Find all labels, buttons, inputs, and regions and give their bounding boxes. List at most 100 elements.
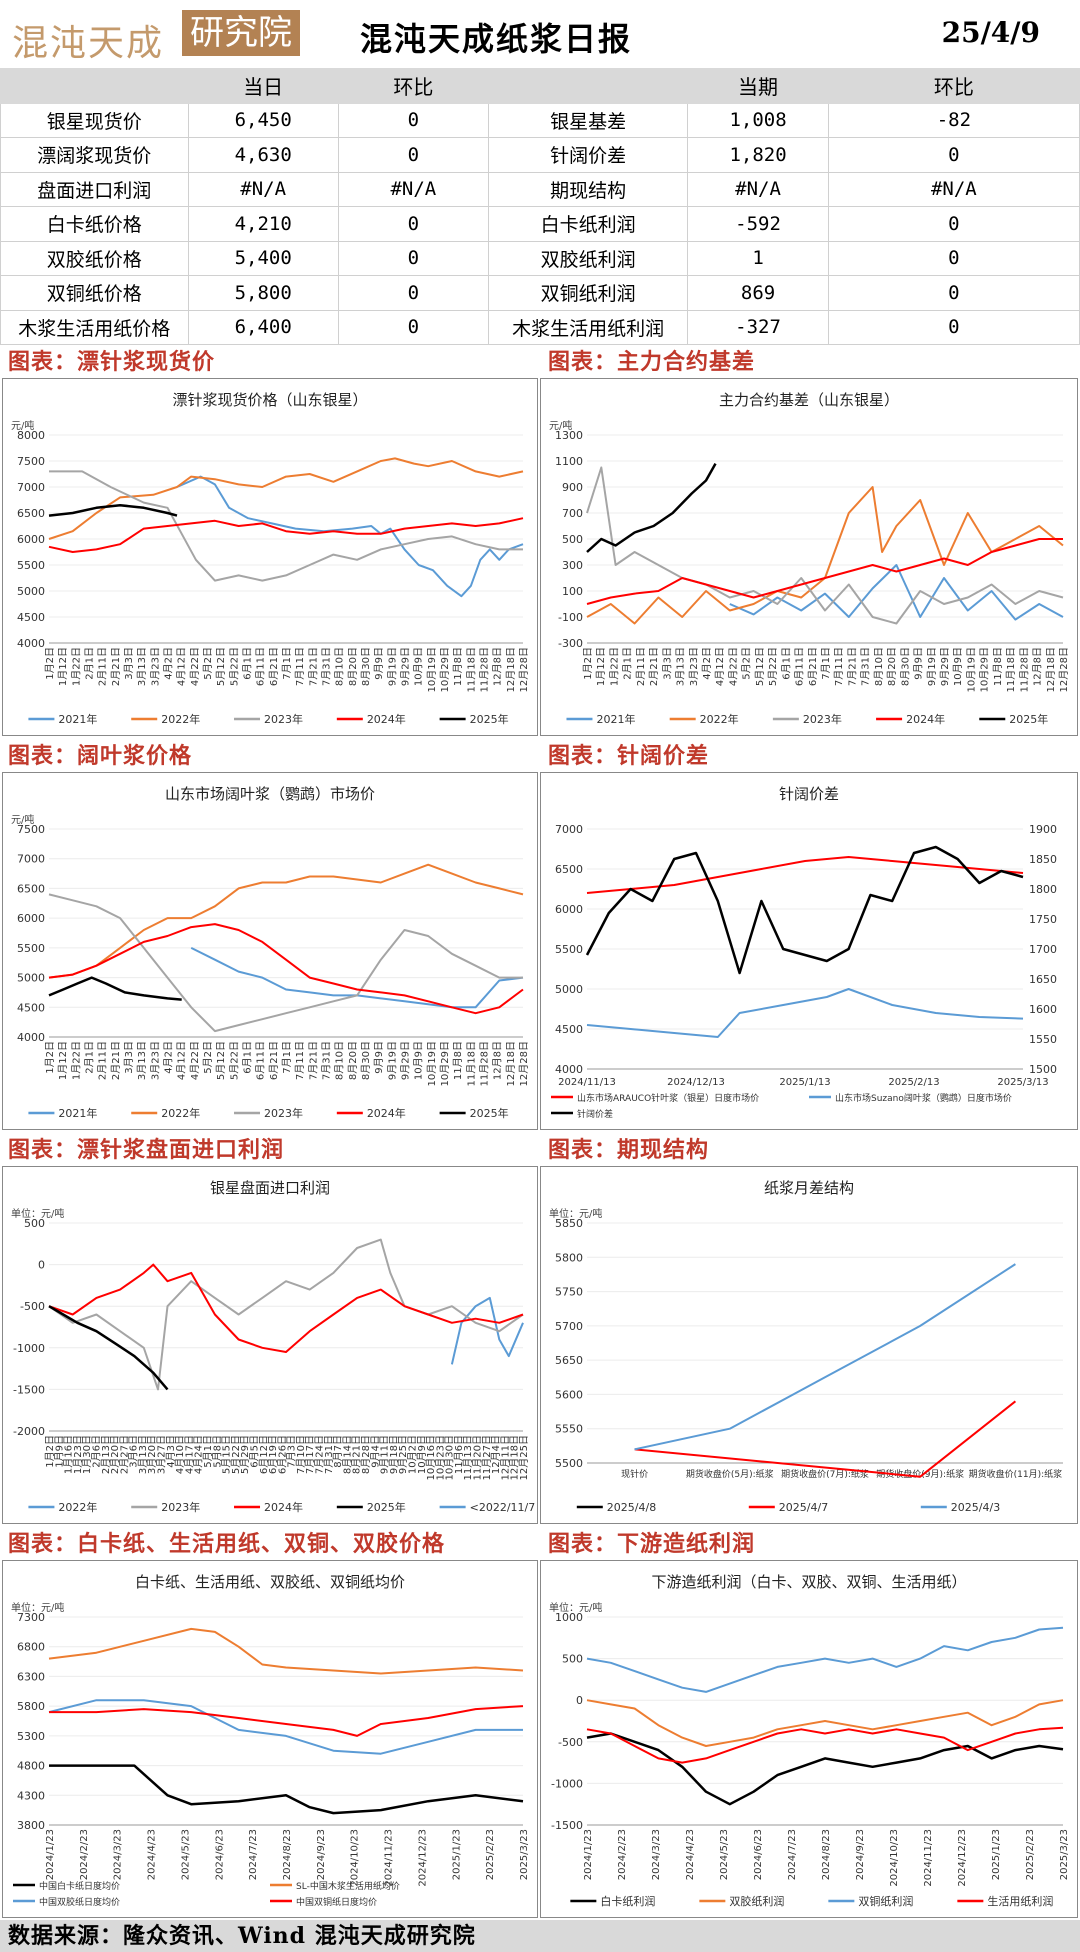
x-tick-label: 2024/8/23	[821, 1829, 832, 1880]
x-tick-label: 2024/12/23	[957, 1829, 968, 1887]
y-tick-label: 5500	[17, 559, 45, 572]
x-tick-label: 5月29日	[239, 1435, 251, 1474]
x-tick-label: 10月30日	[444, 1435, 456, 1480]
x-tick-label: 8月28日	[360, 1435, 372, 1474]
y-tick-label: 4800	[17, 1760, 45, 1773]
legend-label: 2025年	[470, 1106, 509, 1120]
x-tick-label: 11月27日	[481, 1435, 493, 1480]
x-tick-label: 4月2日	[701, 647, 713, 680]
table-cell: 当期	[687, 68, 829, 104]
x-tick-label: 2月6日	[90, 1435, 102, 1468]
chart-panel-c3: 山东市场阔叶浆（鹦鹉）市场价 元/吨 4000 4500 5000 5500 6000 650…	[2, 772, 538, 1130]
x-tick-label: 11月28日	[1018, 647, 1030, 692]
y2-tick-label: 1850	[1029, 853, 1057, 866]
series-line	[586, 538, 1063, 605]
series-line	[176, 475, 524, 598]
y-tick-label: -1500	[13, 1383, 45, 1396]
x-tick-label: 1月12日	[57, 647, 69, 686]
y-tick-label: 5650	[555, 1354, 583, 1367]
table-cell: 0	[337, 137, 489, 173]
y-tick-label: 6500	[17, 507, 45, 520]
legend-label: 2022年	[161, 712, 200, 726]
series-line	[586, 988, 1024, 1038]
x-tick-label: 8月30日	[360, 647, 372, 686]
chart-unit: 单位：元/吨	[549, 1601, 602, 1614]
x-tick-label: 2024/7/23	[787, 1829, 798, 1880]
y-tick-label: 500	[562, 533, 583, 546]
x-tick-label: 5月22日	[230, 1435, 242, 1474]
x-tick-label: 2024/5/23	[180, 1829, 191, 1880]
x-tick-label: 2024/5/23	[719, 1829, 730, 1880]
table-cell: -82	[827, 102, 1080, 138]
x-tick-label: 4月24日	[193, 1435, 205, 1474]
x-tick-label: 2024/8/23	[282, 1829, 293, 1880]
x-tick-label: 9月9日	[373, 1041, 385, 1074]
x-tick-label: 8月21日	[351, 1435, 363, 1474]
x-tick-label: 2024/6/23	[214, 1829, 225, 1880]
legend-label: 山东市场Suzano阔叶浆（鹦鹉）日度市场价	[835, 1092, 1012, 1104]
table-cell: 4,210	[187, 206, 339, 242]
chart-panel-c6: 纸浆月差结构 单位：元/吨 5500 5550 5600 5650 5700 5750 5800…	[540, 1166, 1078, 1524]
y-tick-label: 500	[24, 1217, 45, 1230]
series-line	[48, 923, 524, 1015]
series-line	[48, 976, 182, 1001]
x-tick-label: 12月18日	[505, 1041, 517, 1086]
x-tick-label: 11月18日	[1005, 647, 1017, 692]
legend-label: 白卡纸利润	[600, 1894, 655, 1908]
x-tick-label: 2025/3/23	[1059, 1829, 1070, 1880]
table-header-row: 当日 环比 当期 环比	[0, 68, 1080, 104]
y-tick-label: 4500	[17, 611, 45, 624]
chart-panel-c2: 主力合约基差（山东银星） 元/吨 -300 -100 100 300 500 700 900 11…	[540, 378, 1078, 736]
x-tick-label: 1月12日	[57, 1041, 69, 1080]
chart-c1: 漂针浆现货价格（山东银星） 元/吨 4000 4500 5000 5500 6000 6500…	[11, 391, 530, 726]
x-tick-label: 7月1日	[820, 647, 832, 680]
table-cell: 银星基差	[487, 102, 689, 138]
y2-tick-label: 1750	[1029, 913, 1057, 926]
x-tick-label: 9月19日	[386, 647, 398, 686]
x-tick-label: 4月17日	[183, 1435, 195, 1474]
table-cell: 0	[827, 275, 1080, 311]
x-tick-label: 10月19日	[426, 647, 438, 692]
x-tick-label: 12月18日	[505, 647, 517, 692]
table-cell: 0	[337, 102, 489, 138]
x-tick-label: 10月29日	[439, 1041, 451, 1086]
y-tick-label: -500	[20, 1300, 45, 1313]
y-tick-label: 5500	[555, 943, 583, 956]
x-tick-label: 11月20日	[472, 1435, 484, 1480]
series-line	[48, 1263, 524, 1353]
table-cell: 1	[687, 240, 829, 276]
y-tick-label: -2000	[13, 1425, 45, 1438]
series-line	[586, 856, 1024, 894]
y-tick-label: 3800	[17, 1819, 45, 1832]
x-tick-label: 6月5日	[248, 1435, 260, 1468]
x-tick-label: 5月22日	[228, 1041, 240, 1080]
x-tick-label: 1月2日	[44, 1041, 56, 1074]
series-line	[586, 1626, 1064, 1693]
x-tick-label: 6月21日	[268, 1041, 280, 1080]
x-tick-label: 3月23日	[149, 647, 161, 686]
x-tick-label: 6月11日	[255, 1041, 267, 1080]
x-tick-label: 3月27日	[156, 1435, 168, 1474]
x-tick-label: 2月11日	[97, 1041, 109, 1080]
x-tick-label: 10月29日	[979, 647, 991, 692]
legend-label: 2022年	[700, 712, 739, 726]
x-tick-label: 2025/2/23	[1025, 1829, 1036, 1880]
x-tick-label: 7月11日	[833, 647, 845, 686]
x-tick-label: 4月12日	[176, 647, 188, 686]
x-tick-label: 7月1日	[281, 647, 293, 680]
table-cell: #N/A	[187, 171, 339, 207]
x-tick-label: 1月2日	[44, 647, 56, 680]
x-tick-label: 4月22日	[727, 647, 739, 686]
table-cell: 0	[337, 206, 489, 242]
x-tick-label: 12月28日	[518, 1041, 530, 1086]
y-tick-label: 5600	[555, 1388, 583, 1401]
x-tick-label: 1月30日	[81, 1435, 93, 1474]
logo-box: 研究院	[182, 10, 300, 56]
table-cell: #N/A	[827, 171, 1080, 207]
x-tick-label: 12月11日	[499, 1435, 511, 1480]
x-tick-label: 2025/2/13	[888, 1077, 939, 1088]
y-tick-label: 5750	[555, 1286, 583, 1299]
table-cell: 869	[687, 275, 829, 311]
y2-tick-label: 1650	[1029, 973, 1057, 986]
